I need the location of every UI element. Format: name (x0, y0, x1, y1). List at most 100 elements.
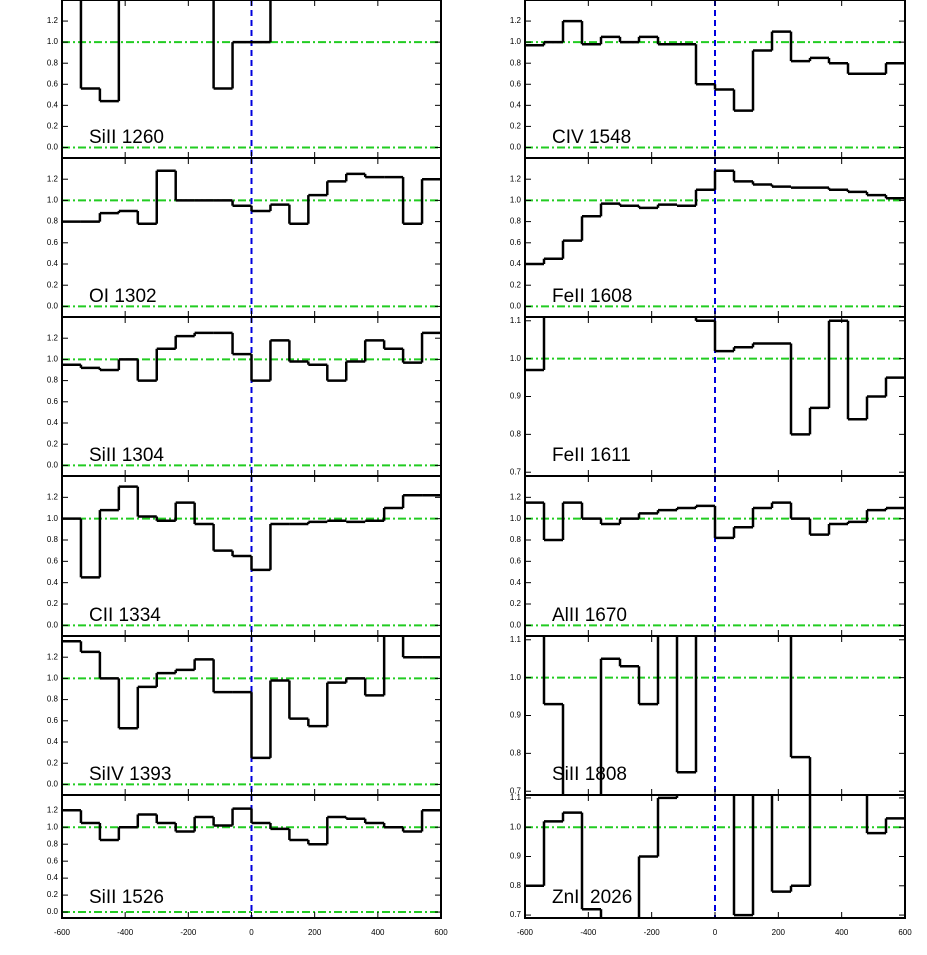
y-tick-label: 1.2 (510, 174, 522, 183)
y-tick-label: 1.2 (47, 492, 59, 501)
y-tick-label: 0.4 (510, 259, 522, 268)
panel-title: SiIV 1393 (89, 764, 171, 785)
y-tick-label: 0.2 (47, 599, 59, 608)
y-tick-label: 1.0 (47, 674, 59, 683)
panel-title: OI 1302 (89, 286, 157, 307)
y-tick-label: 0.8 (47, 58, 59, 67)
panel (62, 317, 441, 476)
y-tick-label: 0.0 (510, 620, 522, 629)
y-tick-label: 0.0 (47, 620, 59, 629)
x-tick-label: 200 (772, 928, 786, 937)
y-tick-label: 0.6 (47, 397, 59, 406)
y-tick-label: 1.0 (510, 196, 522, 205)
x-tick-label: 200 (308, 928, 322, 937)
y-tick-label: 1.1 (510, 793, 522, 802)
panel-title: CII 1334 (89, 605, 161, 626)
y-tick-label: 0.4 (47, 737, 59, 746)
y-tick-label: 0.6 (47, 856, 59, 865)
x-tick-label: -200 (644, 928, 661, 937)
panel (525, 0, 905, 158)
y-tick-label: 0.4 (47, 578, 59, 587)
y-tick-label: 1.2 (47, 16, 59, 25)
y-tick-label: 1.0 (510, 822, 522, 831)
y-tick-label: 1.0 (47, 196, 59, 205)
y-tick-label: 0.2 (510, 122, 522, 131)
panel (525, 636, 905, 795)
y-tick-label: 0.4 (510, 578, 522, 587)
y-tick-label: 0.6 (47, 79, 59, 88)
y-tick-label: 1.2 (47, 333, 59, 342)
y-tick-label: 0.7 (510, 467, 522, 476)
y-tick-label: 1.2 (47, 652, 59, 661)
y-tick-label: 0.0 (47, 780, 59, 789)
y-tick-label: 0.0 (47, 461, 59, 470)
y-tick-label: 0.8 (510, 429, 522, 438)
panel (62, 0, 441, 158)
y-tick-label: 0.9 (510, 852, 522, 861)
panel-title: SiII 1260 (89, 127, 164, 148)
y-tick-label: 1.0 (47, 355, 59, 364)
y-tick-label: 1.0 (510, 673, 522, 682)
y-tick-label: 0.9 (510, 392, 522, 401)
panel (62, 476, 441, 636)
y-tick-label: 0.2 (47, 890, 59, 899)
y-tick-label: 0.2 (47, 439, 59, 448)
panel (62, 636, 441, 795)
y-tick-label: 1.0 (510, 354, 522, 363)
y-tick-label: 1.0 (510, 514, 522, 523)
x-tick-label: -600 (517, 928, 534, 937)
y-tick-label: 1.0 (47, 514, 59, 523)
panel-title: ZnII 2026 (552, 887, 632, 908)
y-tick-label: 0.7 (510, 910, 522, 919)
y-tick-label: 0.8 (47, 217, 59, 226)
panel-title: FeII 1608 (552, 286, 632, 307)
y-tick-label: 0.6 (510, 556, 522, 565)
y-tick-label: 0.2 (510, 599, 522, 608)
y-tick-label: 1.2 (47, 174, 59, 183)
y-tick-label: 0.2 (47, 758, 59, 767)
y-tick-label: 0.4 (47, 873, 59, 882)
x-tick-label: 600 (898, 928, 912, 937)
x-tick-label: -200 (180, 928, 197, 937)
y-tick-label: 0.4 (510, 100, 522, 109)
y-tick-label: 0.4 (47, 418, 59, 427)
y-tick-label: 0.0 (510, 302, 522, 311)
y-tick-label: 0.4 (47, 259, 59, 268)
y-tick-label: 0.0 (47, 143, 59, 152)
panel (525, 317, 905, 476)
x-tick-label: 0 (713, 928, 718, 937)
y-tick-label: 1.2 (47, 805, 59, 814)
y-tick-label: 0.4 (47, 100, 59, 109)
panel-title: CIV 1548 (552, 127, 631, 148)
y-tick-label: 0.2 (510, 280, 522, 289)
y-tick-label: 0.2 (47, 122, 59, 131)
y-tick-label: 0.8 (47, 376, 59, 385)
y-tick-label: 0.8 (510, 881, 522, 890)
panel-title: SiII 1304 (89, 445, 164, 466)
y-tick-label: 1.1 (510, 635, 522, 644)
y-tick-label: 0.8 (47, 839, 59, 848)
y-tick-label: 0.2 (47, 280, 59, 289)
y-tick-label: 1.0 (47, 37, 59, 46)
y-tick-label: 0.6 (47, 716, 59, 725)
panel-title: AlII 1670 (552, 605, 627, 626)
panel (525, 476, 905, 636)
y-tick-label: 0.6 (510, 238, 522, 247)
x-tick-label: 400 (835, 928, 849, 937)
x-tick-label: 400 (371, 928, 385, 937)
x-tick-label: 0 (249, 928, 254, 937)
x-tick-label: -400 (580, 928, 597, 937)
y-tick-label: 0.8 (510, 535, 522, 544)
y-tick-label: 1.0 (510, 37, 522, 46)
y-tick-label: 1.2 (510, 16, 522, 25)
y-tick-label: 0.9 (510, 711, 522, 720)
y-tick-label: 0.7 (510, 786, 522, 795)
y-tick-label: 0.6 (510, 79, 522, 88)
panel-title: SiII 1808 (552, 764, 627, 785)
y-tick-label: 0.8 (510, 748, 522, 757)
panel (525, 158, 905, 317)
y-tick-label: 1.1 (510, 316, 522, 325)
y-tick-label: 0.8 (47, 535, 59, 544)
y-tick-label: 0.8 (510, 58, 522, 67)
y-tick-label: 0.0 (47, 907, 59, 916)
